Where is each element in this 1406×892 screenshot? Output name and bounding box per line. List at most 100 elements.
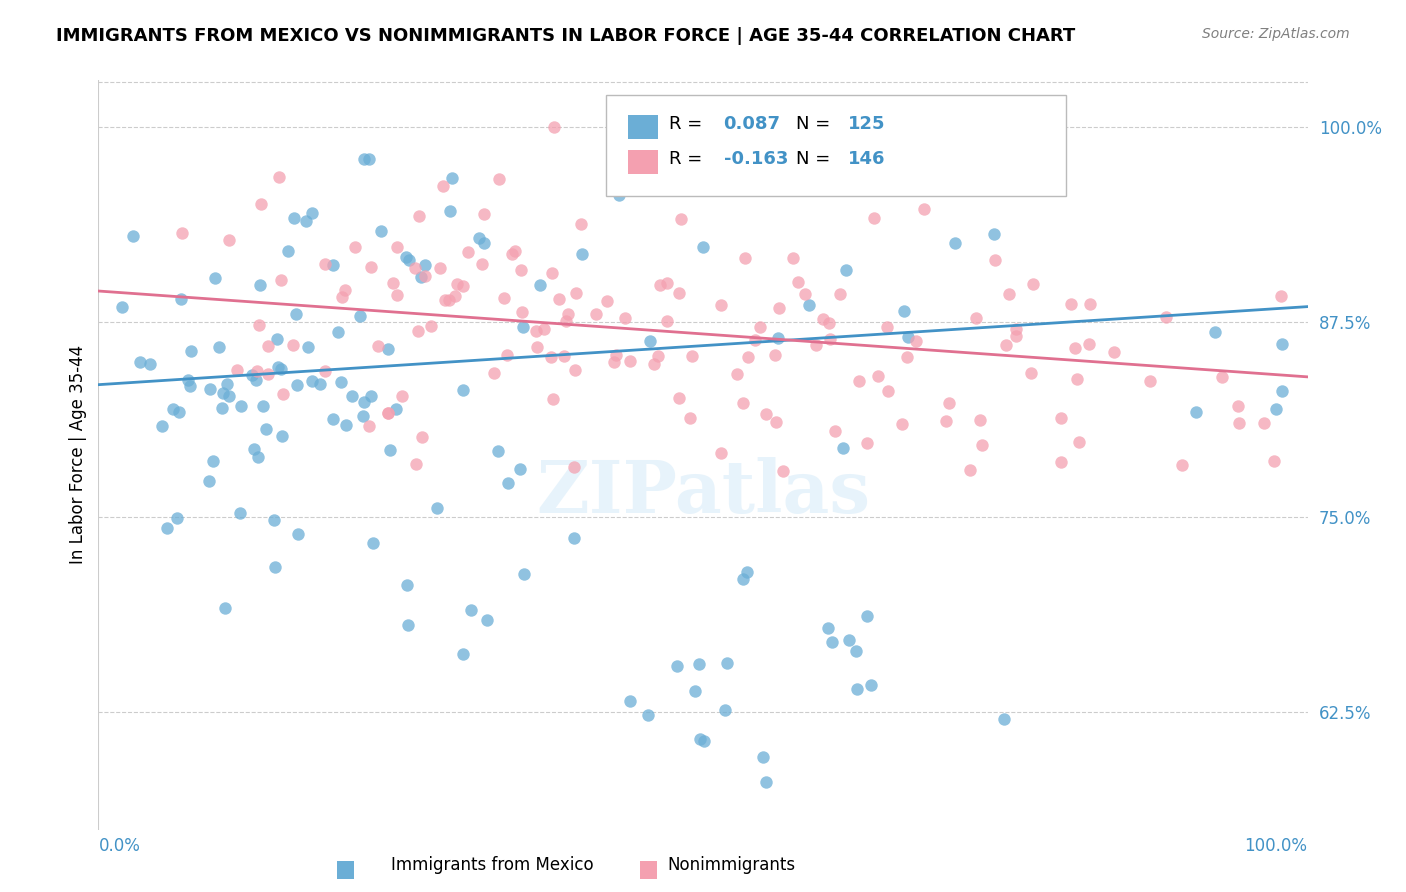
Point <box>218 389 240 403</box>
Point <box>197 474 219 488</box>
Point <box>1271 337 1294 351</box>
Point <box>668 285 690 300</box>
Point <box>811 311 834 326</box>
Point <box>128 354 150 368</box>
Point <box>768 331 790 345</box>
Point <box>451 647 474 661</box>
Text: 0.087: 0.087 <box>724 115 780 133</box>
Point <box>1064 341 1087 355</box>
Point <box>912 202 935 216</box>
Point <box>283 211 305 226</box>
Point <box>828 287 851 301</box>
Point <box>845 681 868 696</box>
Point <box>231 399 253 413</box>
Point <box>335 418 357 433</box>
Point <box>252 399 274 413</box>
Point <box>482 366 505 380</box>
Point <box>1171 458 1194 472</box>
Point <box>446 277 468 291</box>
Point <box>245 373 267 387</box>
Point <box>1021 366 1043 380</box>
Point <box>731 396 754 410</box>
Point <box>666 658 689 673</box>
Point <box>965 310 987 325</box>
Point <box>755 774 778 789</box>
Point <box>657 277 679 291</box>
Point <box>211 401 233 416</box>
Point <box>333 283 356 297</box>
Point <box>283 338 305 352</box>
Point <box>970 438 993 452</box>
Point <box>172 226 194 240</box>
Point <box>725 367 748 381</box>
Point <box>217 376 239 391</box>
Point <box>326 326 349 340</box>
Point <box>1005 329 1028 343</box>
Point <box>763 348 786 362</box>
Point <box>395 250 418 264</box>
Point <box>710 446 733 460</box>
Point <box>357 153 380 167</box>
Point <box>569 217 592 231</box>
Point <box>824 424 846 438</box>
Point <box>557 307 579 321</box>
Point <box>679 410 702 425</box>
Point <box>378 442 401 457</box>
Point <box>768 301 790 315</box>
Point <box>692 240 714 254</box>
Point <box>285 378 308 392</box>
Point <box>249 278 271 293</box>
Point <box>301 206 323 220</box>
Point <box>1271 384 1294 398</box>
Point <box>904 334 927 348</box>
Point <box>943 235 966 250</box>
Point <box>295 214 318 228</box>
Point <box>254 422 277 436</box>
Point <box>897 330 920 344</box>
Text: 0.0%: 0.0% <box>98 838 141 855</box>
Point <box>797 298 820 312</box>
Point <box>472 235 495 250</box>
Point <box>655 314 678 328</box>
Point <box>352 409 374 423</box>
Point <box>524 324 547 338</box>
Point <box>1263 454 1285 468</box>
Point <box>229 506 252 520</box>
Point <box>969 413 991 427</box>
Text: N =: N = <box>796 150 837 168</box>
Point <box>396 618 419 632</box>
Point <box>585 307 607 321</box>
Point <box>935 414 957 428</box>
Point <box>817 317 839 331</box>
Point <box>496 475 519 490</box>
Point <box>832 442 855 456</box>
Point <box>377 342 399 356</box>
Point <box>503 244 526 259</box>
Point <box>1022 277 1045 292</box>
Point <box>689 732 711 747</box>
Point <box>640 334 662 348</box>
Point <box>856 608 879 623</box>
Point <box>488 172 510 186</box>
Point <box>619 693 641 707</box>
Text: ZIPatlas: ZIPatlas <box>536 457 870 528</box>
Point <box>896 351 918 365</box>
Point <box>509 263 531 277</box>
Point <box>734 251 756 265</box>
Point <box>668 392 690 406</box>
Point <box>509 462 531 476</box>
Point <box>735 565 758 579</box>
Point <box>301 374 323 388</box>
Point <box>683 683 706 698</box>
Point <box>264 560 287 574</box>
Point <box>714 702 737 716</box>
Point <box>562 459 585 474</box>
Point <box>818 332 841 346</box>
Point <box>360 260 382 274</box>
Point <box>208 340 231 354</box>
Point <box>862 211 884 226</box>
Point <box>938 396 960 410</box>
Text: Nonimmigrants: Nonimmigrants <box>666 856 796 874</box>
Point <box>419 319 441 334</box>
Point <box>218 233 240 247</box>
